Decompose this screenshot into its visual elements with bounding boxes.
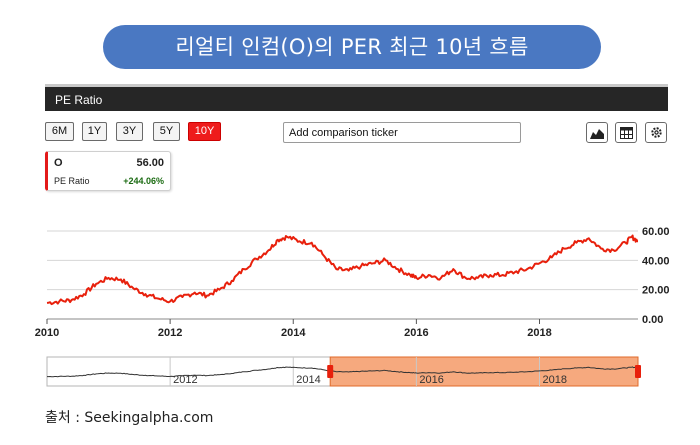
range-10y-button[interactable]: 10Y: [188, 122, 221, 141]
navigator-handle-right[interactable]: [635, 365, 641, 378]
x-tick-label: 2010: [35, 327, 59, 339]
ticker-summary: O 56.00 PE Ratio +244.06%: [45, 151, 171, 191]
table-icon: [619, 126, 633, 139]
range-5y-button[interactable]: 5Y: [153, 122, 180, 141]
ticker-symbol: O: [54, 157, 63, 169]
ticker-change: +244.06%: [123, 176, 164, 186]
navigator-tick-label: 2016: [419, 374, 443, 386]
source-note: 출처 : Seekingalpha.com: [45, 410, 214, 426]
gear-icon: [650, 127, 662, 138]
area-chart-icon: [590, 128, 604, 139]
x-tick-label: 2014: [281, 327, 306, 339]
range-1y-button[interactable]: 1Y: [82, 122, 107, 141]
y-tick-label: 0.00: [642, 314, 663, 326]
y-tick-label: 60.00: [642, 226, 670, 238]
table-button[interactable]: [615, 122, 637, 143]
range-3y-button[interactable]: 3Y: [116, 122, 143, 141]
navigator-window[interactable]: [329, 356, 639, 387]
y-tick-label: 40.00: [642, 255, 670, 267]
area-chart-button[interactable]: [586, 122, 608, 143]
series-line-o: [46, 234, 639, 306]
ticker-metric: PE Ratio: [54, 176, 90, 186]
navigator-tick-label: 2018: [543, 374, 567, 386]
ticker-value: 56.00: [136, 157, 164, 169]
page-title: 리얼티 인컴(O)의 PER 최근 10년 흐름: [103, 25, 601, 69]
x-tick-label: 2012: [158, 327, 182, 339]
settings-button[interactable]: [645, 122, 667, 143]
y-tick-label: 20.00: [642, 285, 670, 297]
navigator-handle-left[interactable]: [327, 365, 334, 378]
navigator-series-line: [47, 366, 638, 378]
x-tick-label: 2018: [527, 327, 551, 339]
x-tick-label: 2016: [404, 327, 428, 339]
navigator-tick-label: 2012: [173, 374, 197, 386]
pe-ratio-chart: 0.00 20.00 40.00 60.00 2010 2012 2014 2016 2018 2…: [35, 226, 670, 387]
range-6m-button[interactable]: 6M: [45, 122, 74, 141]
comparison-ticker-input[interactable]: [283, 122, 521, 143]
navigator-tick-label: 2014: [296, 374, 320, 386]
chart-header: PE Ratio: [45, 84, 668, 111]
